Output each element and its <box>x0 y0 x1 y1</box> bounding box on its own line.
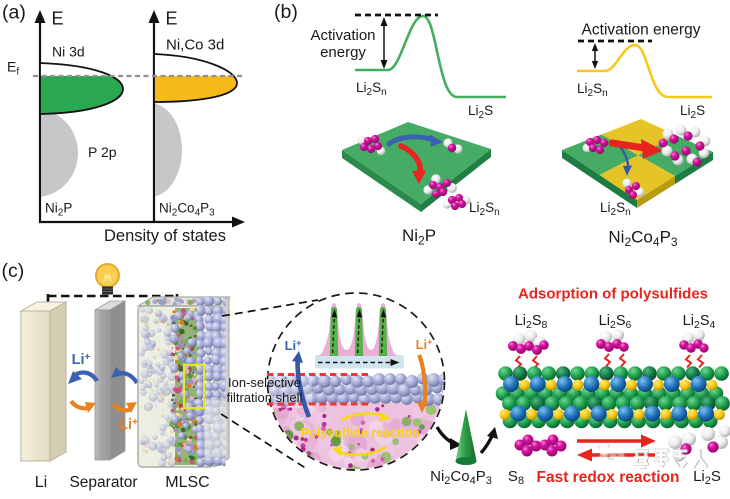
svg-text:Ef: Ef <box>7 59 19 78</box>
svg-text:Ni 3d: Ni 3d <box>52 44 85 60</box>
svg-text:energy: energy <box>320 44 366 61</box>
svg-text:Ni,Co 3d: Ni,Co 3d <box>166 37 224 54</box>
svg-text:Fast redox reaction: Fast redox reaction <box>537 469 680 486</box>
svg-text:(c): (c) <box>2 260 25 282</box>
svg-text:E: E <box>52 9 64 29</box>
svg-text:Li2Sn: Li2Sn <box>577 81 608 99</box>
svg-text:Li2S: Li2S <box>680 103 705 121</box>
svg-text:Li2Sn: Li2Sn <box>469 200 500 218</box>
svg-text:Li2S4: Li2S4 <box>683 313 716 331</box>
svg-text:MLSC: MLSC <box>165 474 209 491</box>
svg-text:Ni2P: Ni2P <box>402 226 436 248</box>
svg-text:E: E <box>166 9 178 29</box>
svg-text:Ni2Co4P3: Ni2Co4P3 <box>608 228 678 250</box>
svg-text:filtration shell: filtration shell <box>227 390 303 405</box>
svg-text:(b): (b) <box>274 1 298 23</box>
svg-text:Activation energy: Activation energy <box>582 22 701 39</box>
svg-text:Separator: Separator <box>69 474 137 491</box>
svg-text:(a): (a) <box>2 2 26 24</box>
svg-text:P 2p: P 2p <box>88 144 117 160</box>
svg-text:Li2Sn: Li2Sn <box>600 200 631 218</box>
svg-text:Li2S8: Li2S8 <box>515 313 548 331</box>
svg-text:Li2S6: Li2S6 <box>599 313 632 331</box>
svg-text:Li2S: Li2S <box>693 468 721 487</box>
svg-text:Li2S: Li2S <box>468 103 493 121</box>
svg-text:Ni2Co4P3: Ni2Co4P3 <box>430 468 492 487</box>
svg-text:Li2Sn: Li2Sn <box>356 80 387 98</box>
svg-text:Density of states: Density of states <box>104 227 226 245</box>
svg-text:Ion-selective: Ion-selective <box>228 375 301 390</box>
svg-text:Polysulfide reaction: Polysulfide reaction <box>301 426 420 440</box>
svg-text:Ni2P: Ni2P <box>45 201 72 219</box>
svg-text:Activation: Activation <box>310 27 375 44</box>
svg-text:Li: Li <box>35 474 47 491</box>
svg-text:Adsorption of polysulfides: Adsorption of polysulfides <box>518 286 708 303</box>
